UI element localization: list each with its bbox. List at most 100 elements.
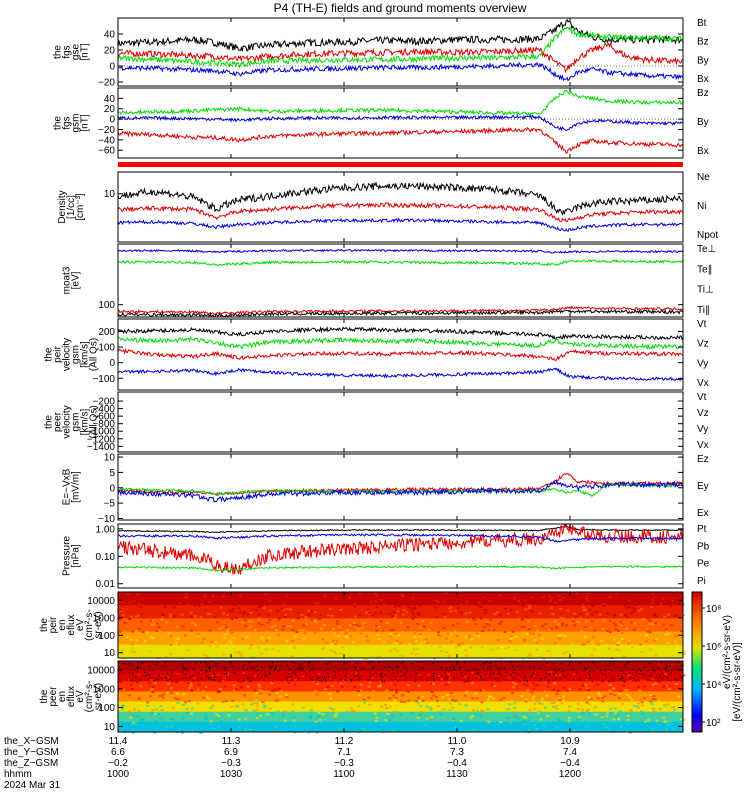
- y-axis-label: thepeirenefluxeV(cm²-s-sr-eV): [39, 609, 104, 641]
- heatmap-cell: [367, 611, 371, 614]
- heatmap-cell: [172, 606, 176, 609]
- heatmap-cell: [270, 711, 274, 714]
- y-axis-label-line: fgs: [62, 45, 73, 58]
- heatmap-cell: [311, 724, 315, 727]
- heatmap-cell: [221, 700, 225, 703]
- heatmap-cell: [367, 685, 371, 688]
- heatmap-cell: [596, 653, 600, 656]
- heatmap-cell: [169, 666, 173, 669]
- heatmap-cell: [498, 679, 502, 682]
- heatmap-cell: [581, 712, 585, 715]
- heatmap-cell: [369, 675, 371, 678]
- heatmap-cell: [218, 680, 222, 683]
- heatmap-cell: [254, 729, 258, 732]
- heatmap-cell: [170, 692, 174, 695]
- heatmap-cell: [566, 689, 570, 692]
- heatmap-cell: [440, 677, 444, 680]
- heatmap-cell: [165, 668, 169, 671]
- heatmap-cell: [210, 674, 214, 677]
- heatmap-cell: [383, 603, 387, 606]
- heatmap-cell: [149, 688, 153, 691]
- heatmap-cell: [301, 629, 305, 632]
- heatmap-cell: [638, 668, 640, 670]
- heatmap-cell: [305, 623, 309, 626]
- heatmap-cell: [423, 723, 427, 726]
- heatmap-cell: [625, 606, 629, 609]
- heatmap-cell: [640, 710, 644, 713]
- heatmap-cell: [491, 697, 495, 700]
- heatmap-cell: [130, 643, 134, 646]
- heatmap-cell: [459, 719, 463, 722]
- heatmap-cell: [489, 676, 491, 678]
- heatmap-cell: [590, 613, 594, 616]
- heatmap-cell: [257, 674, 259, 677]
- heatmap-cell: [433, 653, 437, 656]
- heatmap-cell: [404, 677, 408, 680]
- heatmap-cell: [558, 720, 562, 723]
- heatmap-cell: [243, 668, 245, 670]
- heatmap-cell: [464, 649, 468, 652]
- heatmap-cell: [559, 678, 561, 680]
- heatmap-cell: [633, 677, 635, 679]
- heatmap-cell: [624, 673, 626, 675]
- heatmap-cell: [555, 626, 559, 629]
- heatmap-cell: [295, 596, 299, 599]
- heatmap-cell: [380, 673, 382, 675]
- x-tick-label: 7.3: [450, 747, 464, 758]
- heatmap-cell: [323, 594, 327, 597]
- heatmap-cell: [640, 704, 644, 707]
- heatmap-cell: [210, 644, 214, 647]
- heatmap-cell: [581, 603, 585, 606]
- heatmap-cell: [473, 598, 477, 601]
- heatmap-cell: [159, 630, 163, 633]
- heatmap-cell: [138, 605, 142, 608]
- heatmap-cell: [542, 665, 544, 667]
- heatmap-cell: [632, 628, 636, 631]
- heatmap-cell: [399, 713, 403, 716]
- heatmap-cell: [392, 611, 396, 614]
- heatmap-cell: [160, 708, 164, 711]
- heatmap-cell: [651, 598, 655, 601]
- heatmap-cell: [408, 643, 412, 646]
- heatmap-cell: [151, 593, 155, 596]
- heatmap-cell: [412, 662, 416, 665]
- x-tick-label: 1030: [220, 769, 243, 780]
- series-Bz-line: [117, 42, 684, 74]
- heatmap-cell: [438, 646, 442, 649]
- heatmap-cell: [429, 708, 433, 711]
- heatmap-cell: [567, 710, 571, 713]
- heatmap-cell: [400, 662, 402, 665]
- heatmap-cell: [517, 599, 521, 602]
- heatmap-cell: [318, 679, 320, 681]
- heatmap-cell: [449, 606, 453, 609]
- heatmap-cell: [485, 622, 489, 625]
- heatmap-cell: [528, 605, 532, 608]
- heatmap-cell: [256, 665, 258, 667]
- heatmap-cell: [191, 730, 195, 733]
- heatmap-cell: [530, 675, 532, 677]
- y-tick-label: −800: [92, 419, 115, 430]
- heatmap-cell: [475, 710, 479, 713]
- heatmap-cell: [514, 683, 518, 686]
- heatmap-cell: [471, 671, 475, 674]
- heatmap-cell: [130, 594, 134, 597]
- status-bar: [118, 162, 683, 167]
- heatmap-cell: [336, 620, 340, 623]
- heatmap-cell: [480, 617, 484, 620]
- heatmap-cell: [190, 707, 194, 710]
- heatmap-cell: [646, 618, 650, 621]
- heatmap-cell: [349, 635, 353, 638]
- heatmap-cell: [217, 722, 221, 725]
- heatmap-cell: [640, 670, 642, 672]
- heatmap-cell: [599, 662, 603, 665]
- heatmap-cell: [487, 668, 489, 670]
- heatmap-cell: [559, 634, 563, 637]
- heatmap-cell: [439, 713, 443, 716]
- heatmap-cell: [653, 669, 655, 671]
- heatmap-cell: [276, 710, 280, 713]
- heatmap-cell: [586, 640, 590, 643]
- heatmap-cell: [234, 616, 238, 619]
- heatmap-cell: [499, 674, 501, 676]
- heatmap-cell: [223, 636, 227, 639]
- heatmap-cell: [537, 669, 541, 672]
